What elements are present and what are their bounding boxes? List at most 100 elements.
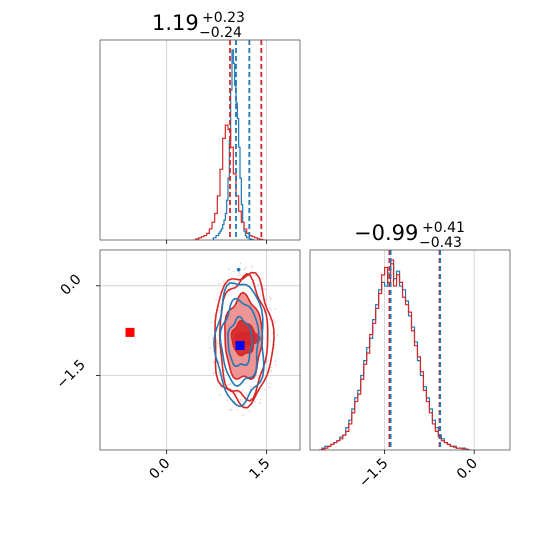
histogram-panel-right [309, 249, 511, 454]
sample-point [257, 283, 260, 286]
sample-point [248, 410, 250, 412]
sample-point [218, 282, 220, 285]
sample-point [274, 308, 277, 310]
x-tick-label: 1.5 [246, 456, 273, 483]
sample-point [265, 337, 268, 340]
sample-point [231, 392, 233, 395]
title-top-left: 1.19 +0.23 −0.24 [152, 10, 245, 41]
sample-point [223, 370, 226, 372]
red-contour [214, 271, 275, 409]
sample-point [245, 393, 248, 396]
sample-point [262, 288, 265, 290]
sample-point [238, 272, 241, 274]
sample-point [221, 315, 224, 318]
sample-point [268, 386, 271, 388]
sample-point [245, 266, 247, 269]
sample-point [212, 372, 215, 375]
sample-point [233, 270, 235, 273]
histogram-right-x-tick-labels: −1.5 0.0 [356, 456, 481, 491]
x-tick-label: −1.5 [356, 456, 391, 491]
sample-point [229, 383, 232, 386]
sample-point [226, 399, 229, 402]
sample-point [229, 409, 231, 411]
sample-point [229, 290, 231, 292]
sample-point [270, 297, 273, 300]
sample-point [254, 274, 256, 277]
sample-point [268, 319, 271, 321]
sample-point [249, 388, 252, 391]
outlier-point [236, 267, 241, 272]
sample-point [263, 389, 266, 391]
sample-point [261, 277, 263, 280]
sample-point [250, 385, 252, 388]
histogram-step-blue [212, 49, 255, 240]
y-tick-label: −1.5 [53, 357, 88, 392]
axes-frame [99, 249, 301, 451]
sample-point [267, 360, 269, 363]
title-minus: −0.43 [419, 235, 462, 251]
histogram-panel-top [99, 39, 301, 244]
sample-point [274, 363, 277, 366]
sample-point [242, 414, 245, 417]
blue-contour [219, 297, 260, 387]
axes-frame [309, 249, 511, 451]
sample-point [209, 347, 212, 349]
sample-point [268, 296, 271, 298]
sample-point [237, 391, 239, 394]
sample-point [268, 307, 271, 309]
sample-point [243, 405, 246, 407]
sample-point [215, 298, 217, 301]
sample-point [212, 337, 214, 340]
sample-point [219, 394, 221, 396]
sample-point [259, 402, 261, 404]
sample-point [273, 319, 275, 321]
sample-point [270, 366, 273, 369]
sample-point [218, 309, 220, 311]
sample-point [270, 308, 272, 311]
sample-point [228, 281, 230, 283]
sample-point [241, 389, 244, 392]
title-value: −0.99 [354, 221, 418, 245]
histogram-series-group [318, 259, 472, 450]
sample-point [260, 399, 262, 401]
sample-point [218, 372, 220, 374]
sample-point [235, 392, 238, 395]
sample-point [270, 370, 273, 372]
sample-point [231, 408, 233, 411]
sample-point [237, 274, 240, 277]
contour-layer [125, 262, 279, 417]
sample-point [228, 268, 230, 271]
sample-point [218, 362, 221, 364]
sample-point [239, 262, 242, 265]
sample-point [274, 321, 276, 324]
sample-point [213, 361, 215, 363]
sample-point [240, 398, 242, 401]
sample-point [243, 268, 246, 271]
sample-point [228, 383, 230, 386]
x-tick-label: 0.0 [454, 456, 481, 483]
sample-point [236, 409, 239, 411]
sample-point [210, 321, 213, 324]
sample-point [269, 340, 272, 342]
title-minus: −0.24 [199, 25, 242, 41]
sample-point [254, 401, 256, 403]
sample-point [274, 346, 276, 349]
sample-point [276, 334, 279, 336]
x-tick-label: 0.0 [146, 456, 173, 483]
sample-point [259, 293, 261, 295]
title-value: 1.19 [152, 11, 199, 35]
sample-point [268, 382, 271, 385]
sample-point [223, 281, 225, 283]
title-bottom-right: −0.99 +0.41 −0.43 [354, 220, 465, 251]
sample-point [216, 340, 218, 342]
sample-point [264, 299, 267, 301]
axes-frame [99, 39, 301, 241]
contour-panel [96, 249, 301, 454]
histogram-step-red [318, 259, 472, 450]
contour-x-tick-labels: 0.0 1.5 [146, 456, 273, 483]
truth-marker-red [125, 327, 135, 337]
sample-point [274, 360, 277, 362]
title-plus: +0.23 [202, 10, 245, 26]
